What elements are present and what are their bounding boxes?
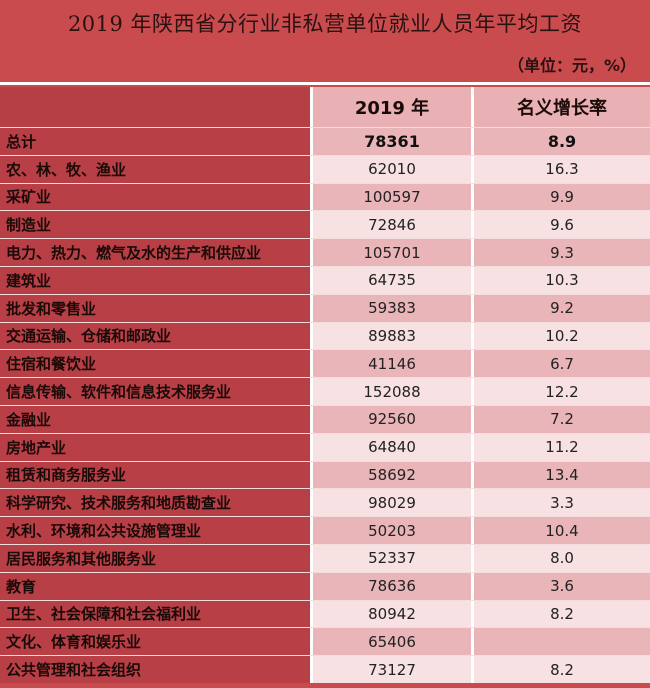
row-wage-value: 100597 bbox=[310, 183, 471, 211]
row-growth-value: 12.2 bbox=[471, 378, 650, 405]
row-growth-value bbox=[471, 628, 650, 656]
row-wage-value: 62010 bbox=[310, 155, 471, 183]
table-row: 住宿和餐饮业 41146 6.7 bbox=[0, 349, 650, 378]
row-industry-label: 制造业 bbox=[0, 211, 310, 239]
row-industry-label: 科学研究、技术服务和地质勘查业 bbox=[0, 489, 310, 517]
row-growth-value: 10.2 bbox=[471, 322, 650, 350]
wage-table: 2019 年 名义增长率 总计 78361 8.9 农、林、牧、渔业 62010 16.3… bbox=[0, 87, 650, 683]
row-growth-value: 6.7 bbox=[471, 350, 650, 378]
table-row: 交通运输、仓储和邮政业 89883 10.2 bbox=[0, 321, 650, 350]
row-industry-label: 教育 bbox=[0, 572, 310, 600]
row-industry-label: 住宿和餐饮业 bbox=[0, 350, 310, 378]
row-industry-label: 房地产业 bbox=[0, 433, 310, 461]
table-row: 水利、环境和公共设施管理业 50203 10.4 bbox=[0, 516, 650, 544]
row-industry-label: 金融业 bbox=[0, 405, 310, 433]
row-growth-value: 10.4 bbox=[471, 517, 650, 544]
table-body: 总计 78361 8.9 农、林、牧、渔业 62010 16.3 采矿业 100597 9.9 制… bbox=[0, 127, 650, 683]
table-row: 卫生、社会保障和社会福利业 80942 8.2 bbox=[0, 599, 650, 628]
row-growth-value: 9.3 bbox=[471, 239, 650, 266]
row-wage-value: 72846 bbox=[310, 211, 471, 239]
table-row: 科学研究、技术服务和地质勘查业 98029 3.3 bbox=[0, 488, 650, 517]
top-divider bbox=[0, 82, 650, 85]
table-row: 居民服务和其他服务业 52337 8.0 bbox=[0, 543, 650, 572]
row-wage-value: 73127 bbox=[310, 656, 471, 683]
table-row: 制造业 72846 9.6 bbox=[0, 210, 650, 239]
row-industry-label: 水利、环境和公共设施管理业 bbox=[0, 517, 310, 544]
row-growth-value: 9.9 bbox=[471, 183, 650, 211]
table-row: 教育 78636 3.6 bbox=[0, 571, 650, 600]
header-blank bbox=[0, 87, 310, 127]
row-wage-value: 65406 bbox=[310, 628, 471, 656]
row-growth-value: 8.0 bbox=[471, 544, 650, 572]
row-growth-value: 3.3 bbox=[471, 489, 650, 517]
row-wage-value: 78636 bbox=[310, 572, 471, 600]
row-industry-label: 电力、热力、燃气及水的生产和供应业 bbox=[0, 239, 310, 266]
row-wage-value: 98029 bbox=[310, 489, 471, 517]
table-row: 批发和零售业 59383 9.2 bbox=[0, 293, 650, 322]
row-growth-value: 16.3 bbox=[471, 155, 650, 183]
table-row: 房地产业 64840 11.2 bbox=[0, 432, 650, 461]
row-growth-value: 8.2 bbox=[471, 656, 650, 683]
row-industry-label: 文化、体育和娱乐业 bbox=[0, 628, 310, 656]
row-wage-value: 89883 bbox=[310, 322, 471, 350]
table-row: 采矿业 100597 9.9 bbox=[0, 182, 650, 211]
row-industry-label: 批发和零售业 bbox=[0, 294, 310, 322]
table-header: 2019 年 名义增长率 bbox=[0, 87, 650, 127]
row-growth-value: 9.6 bbox=[471, 211, 650, 239]
unit-note: （单位：元，%） bbox=[507, 56, 636, 75]
row-growth-value: 8.2 bbox=[471, 600, 650, 628]
table-row: 电力、热力、燃气及水的生产和供应业 105701 9.3 bbox=[0, 238, 650, 266]
row-growth-value: 9.2 bbox=[471, 294, 650, 322]
row-growth-value: 8.9 bbox=[471, 128, 650, 155]
row-wage-value: 92560 bbox=[310, 405, 471, 433]
row-wage-value: 80942 bbox=[310, 600, 471, 628]
row-industry-label: 公共管理和社会组织 bbox=[0, 656, 310, 683]
row-industry-label: 卫生、社会保障和社会福利业 bbox=[0, 600, 310, 628]
row-industry-label: 信息传输、软件和信息技术服务业 bbox=[0, 378, 310, 405]
row-industry-label: 交通运输、仓储和邮政业 bbox=[0, 322, 310, 350]
row-wage-value: 105701 bbox=[310, 239, 471, 266]
row-growth-value: 3.6 bbox=[471, 572, 650, 600]
row-industry-label: 建筑业 bbox=[0, 266, 310, 294]
row-growth-value: 7.2 bbox=[471, 405, 650, 433]
row-wage-value: 52337 bbox=[310, 544, 471, 572]
row-growth-value: 11.2 bbox=[471, 433, 650, 461]
row-industry-label: 租赁和商务服务业 bbox=[0, 461, 310, 489]
row-wage-value: 50203 bbox=[310, 517, 471, 544]
table-row: 总计 78361 8.9 bbox=[0, 127, 650, 155]
row-growth-value: 10.3 bbox=[471, 266, 650, 294]
table-row: 建筑业 64735 10.3 bbox=[0, 265, 650, 294]
header-growth: 名义增长率 bbox=[471, 87, 650, 127]
table-row: 文化、体育和娱乐业 65406 bbox=[0, 627, 650, 656]
row-wage-value: 41146 bbox=[310, 350, 471, 378]
row-industry-label: 总计 bbox=[0, 128, 310, 155]
row-wage-value: 64735 bbox=[310, 266, 471, 294]
row-wage-value: 58692 bbox=[310, 461, 471, 489]
row-industry-label: 采矿业 bbox=[0, 183, 310, 211]
table-row: 信息传输、软件和信息技术服务业 152088 12.2 bbox=[0, 377, 650, 405]
row-wage-value: 59383 bbox=[310, 294, 471, 322]
header-2019: 2019 年 bbox=[310, 87, 471, 127]
table-row: 公共管理和社会组织 73127 8.2 bbox=[0, 655, 650, 683]
table-row: 租赁和商务服务业 58692 13.4 bbox=[0, 460, 650, 489]
table-row: 金融业 92560 7.2 bbox=[0, 404, 650, 433]
row-industry-label: 农、林、牧、渔业 bbox=[0, 155, 310, 183]
row-wage-value: 78361 bbox=[310, 128, 471, 155]
table-row: 农、林、牧、渔业 62010 16.3 bbox=[0, 154, 650, 183]
row-industry-label: 居民服务和其他服务业 bbox=[0, 544, 310, 572]
table-title: 2019 年陕西省分行业非私营单位就业人员年平均工资 bbox=[67, 12, 583, 36]
row-wage-value: 64840 bbox=[310, 433, 471, 461]
row-wage-value: 152088 bbox=[310, 378, 471, 405]
row-growth-value: 13.4 bbox=[471, 461, 650, 489]
